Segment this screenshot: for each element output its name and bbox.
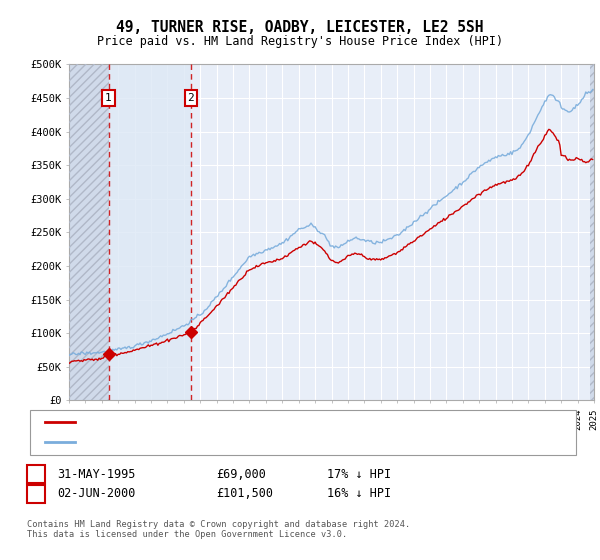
Text: 17% ↓ HPI: 17% ↓ HPI <box>327 468 391 481</box>
Bar <box>109 64 191 400</box>
Text: 1: 1 <box>105 93 112 103</box>
Text: 2: 2 <box>32 487 40 501</box>
Text: HPI: Average price, detached house, Oadby and Wigston: HPI: Average price, detached house, Oadb… <box>79 437 397 447</box>
Text: 16% ↓ HPI: 16% ↓ HPI <box>327 487 391 501</box>
Text: 49, TURNER RISE, OADBY, LEICESTER, LE2 5SH (detached house): 49, TURNER RISE, OADBY, LEICESTER, LE2 5… <box>79 417 433 427</box>
Text: Price paid vs. HM Land Registry's House Price Index (HPI): Price paid vs. HM Land Registry's House … <box>97 35 503 48</box>
Text: £101,500: £101,500 <box>216 487 273 501</box>
Text: 02-JUN-2000: 02-JUN-2000 <box>57 487 136 501</box>
Text: £69,000: £69,000 <box>216 468 266 481</box>
Text: 1: 1 <box>32 468 40 481</box>
Text: Contains HM Land Registry data © Crown copyright and database right 2024.
This d: Contains HM Land Registry data © Crown c… <box>27 520 410 539</box>
Text: 2: 2 <box>187 93 194 103</box>
Text: 49, TURNER RISE, OADBY, LEICESTER, LE2 5SH: 49, TURNER RISE, OADBY, LEICESTER, LE2 5… <box>116 20 484 35</box>
Bar <box>69 64 109 400</box>
Bar <box>590 64 594 400</box>
Text: 31-MAY-1995: 31-MAY-1995 <box>57 468 136 481</box>
